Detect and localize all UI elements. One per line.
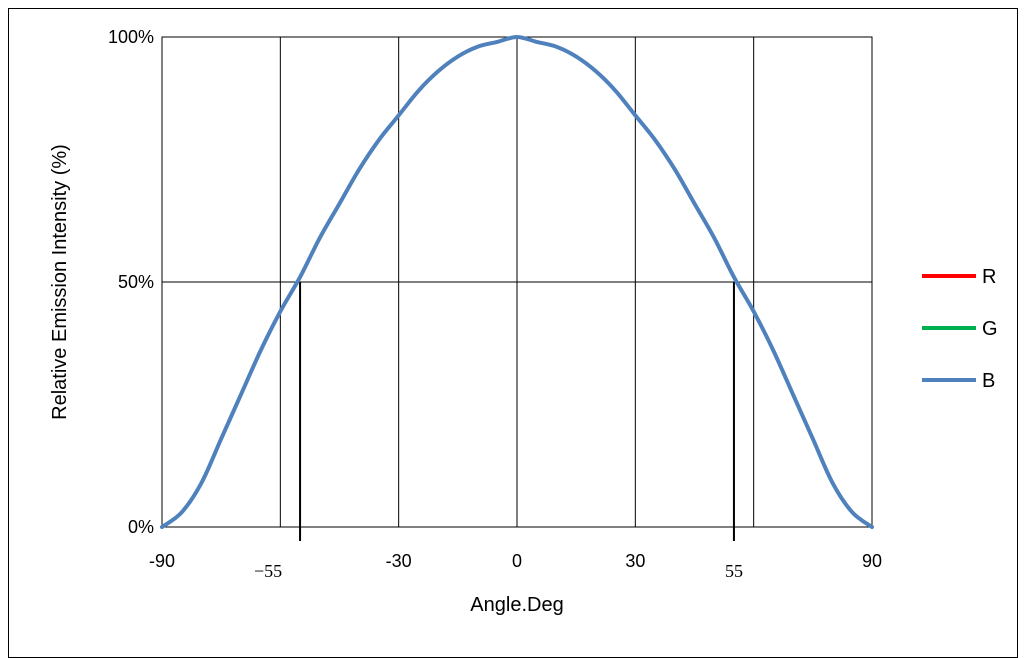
x-annotation-label: −55 xyxy=(254,561,282,581)
data-point-B xyxy=(633,113,637,117)
grid xyxy=(162,36,872,528)
x-tick-label: 30 xyxy=(625,551,645,571)
data-point-B xyxy=(475,45,480,49)
data-point-B xyxy=(771,349,775,353)
data-point-B xyxy=(752,309,756,313)
data-point-B xyxy=(337,202,342,206)
data-point-B xyxy=(712,236,716,240)
x-tick-label: 0 xyxy=(512,551,522,571)
chart-frame xyxy=(8,8,1018,658)
data-point-B xyxy=(830,481,835,485)
data-point-B xyxy=(692,202,697,206)
data-point-B xyxy=(416,89,420,93)
data-point-B xyxy=(594,69,598,73)
x-tick-label: 90 xyxy=(862,551,882,571)
data-point-B xyxy=(574,55,578,59)
data-point-B xyxy=(377,138,381,142)
data-point-B xyxy=(732,275,736,279)
tick-labels: -90 -30 0 30 90 −55 55 0% 50% 100% xyxy=(108,27,882,581)
data-point-B xyxy=(259,349,263,353)
data-point-B xyxy=(180,510,184,514)
data-point-B xyxy=(436,69,440,73)
data-point-B xyxy=(515,35,519,39)
x-tick-label: -30 xyxy=(386,551,412,571)
data-point-B xyxy=(673,167,677,171)
data-point-B xyxy=(870,525,874,529)
data-point-B xyxy=(239,393,243,397)
data-point-B xyxy=(614,89,618,93)
half-intensity-markers xyxy=(299,282,735,541)
x-annotation-label: 55 xyxy=(725,561,743,581)
series-group xyxy=(160,34,874,529)
data-point-B xyxy=(653,138,657,142)
y-tick-label: 100% xyxy=(108,27,154,47)
x-axis-label: Angle.Deg xyxy=(470,594,563,616)
legend-label-G: G xyxy=(982,318,998,340)
y-axis-label: Relative Emission Intensity (%) xyxy=(49,144,71,420)
data-point-B xyxy=(219,437,223,441)
data-point-B xyxy=(357,167,361,171)
data-point-B xyxy=(791,393,795,397)
data-point-B xyxy=(456,55,460,59)
data-point-B xyxy=(495,40,499,44)
legend-label-B: B xyxy=(982,370,995,392)
data-point-B xyxy=(535,40,539,44)
data-point-B xyxy=(298,275,302,279)
y-tick-label: 50% xyxy=(118,272,154,292)
data-point-B xyxy=(554,45,559,49)
legend: R G B xyxy=(922,266,998,392)
data-point-B xyxy=(318,236,322,240)
data-point-B xyxy=(397,113,401,117)
data-point-B xyxy=(278,309,282,313)
data-point-B xyxy=(850,510,854,514)
data-point-B xyxy=(160,525,164,529)
legend-label-R: R xyxy=(982,266,996,288)
x-tick-label: -90 xyxy=(149,551,175,571)
data-point-B xyxy=(199,481,204,485)
data-point-B xyxy=(811,437,815,441)
y-tick-label: 0% xyxy=(128,517,154,537)
